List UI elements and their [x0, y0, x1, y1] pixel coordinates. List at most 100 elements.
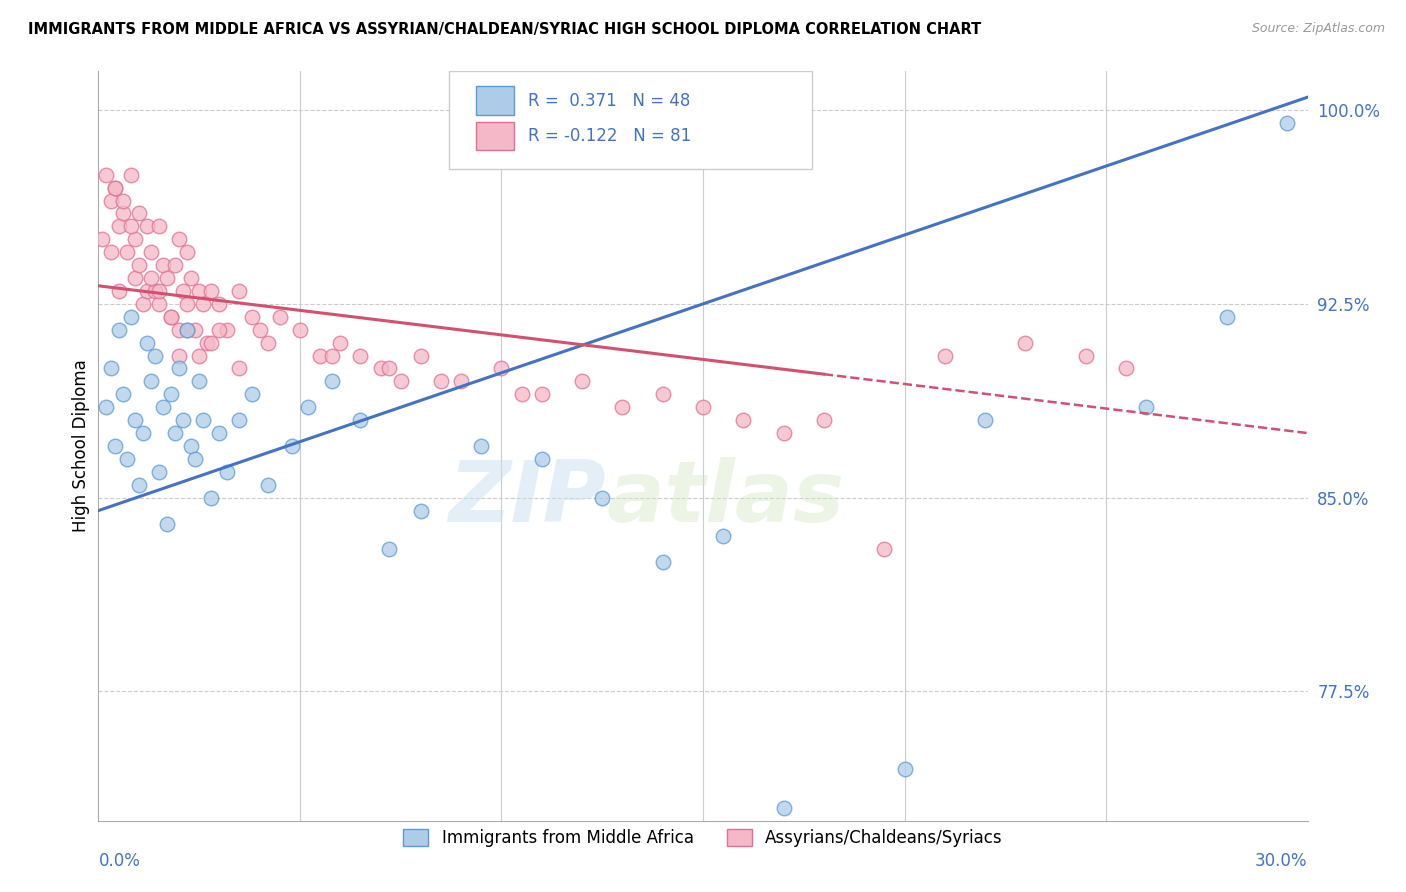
Point — [139, 271, 162, 285]
Point — [692, 401, 714, 415]
Point — [349, 349, 371, 363]
Point — [115, 245, 138, 260]
Point — [651, 555, 673, 569]
Point — [321, 349, 343, 363]
Point — [733, 413, 755, 427]
Point — [128, 258, 150, 272]
Point — [571, 375, 593, 389]
Point — [188, 375, 211, 389]
Point — [281, 439, 304, 453]
Point — [167, 361, 190, 376]
Point — [103, 180, 125, 194]
FancyBboxPatch shape — [475, 87, 515, 115]
Point — [256, 335, 278, 350]
Point — [188, 284, 211, 298]
Point — [96, 401, 118, 415]
Point — [96, 168, 118, 182]
Point — [139, 245, 162, 260]
Point — [163, 426, 186, 441]
Point — [612, 401, 634, 415]
Point — [208, 297, 231, 311]
Point — [167, 232, 190, 246]
Text: IMMIGRANTS FROM MIDDLE AFRICA VS ASSYRIAN/CHALDEAN/SYRIAC HIGH SCHOOL DIPLOMA CO: IMMIGRANTS FROM MIDDLE AFRICA VS ASSYRIA… — [28, 22, 981, 37]
Point — [120, 310, 142, 324]
Point — [143, 284, 166, 298]
Point — [974, 413, 997, 427]
Point — [152, 401, 174, 415]
Point — [1115, 361, 1137, 376]
Point — [107, 219, 129, 234]
Point — [135, 219, 157, 234]
Point — [256, 477, 278, 491]
Point — [176, 323, 198, 337]
Point — [128, 206, 150, 220]
FancyBboxPatch shape — [449, 71, 811, 169]
Point — [115, 451, 138, 466]
Point — [111, 387, 134, 401]
Point — [772, 426, 794, 441]
Point — [389, 375, 412, 389]
Point — [470, 439, 492, 453]
Point — [176, 297, 198, 311]
Point — [530, 451, 553, 466]
FancyBboxPatch shape — [475, 121, 515, 150]
Point — [120, 219, 142, 234]
Point — [91, 232, 114, 246]
Point — [228, 284, 250, 298]
Point — [160, 310, 183, 324]
Point — [111, 194, 134, 208]
Point — [1135, 401, 1157, 415]
Point — [195, 335, 218, 350]
Point — [139, 375, 162, 389]
Point — [1277, 116, 1299, 130]
Point — [1014, 335, 1036, 350]
Text: ZIP: ZIP — [449, 457, 606, 540]
Point — [103, 180, 125, 194]
Point — [510, 387, 533, 401]
Point — [148, 465, 170, 479]
Point — [184, 323, 207, 337]
Y-axis label: High School Diploma: High School Diploma — [72, 359, 90, 533]
Point — [377, 361, 399, 376]
Point — [172, 284, 194, 298]
Point — [132, 297, 155, 311]
Point — [409, 349, 432, 363]
Point — [297, 401, 319, 415]
Point — [217, 323, 239, 337]
Point — [409, 503, 432, 517]
Point — [143, 349, 166, 363]
Point — [107, 284, 129, 298]
Text: 0.0%: 0.0% — [98, 852, 141, 870]
Point — [107, 323, 129, 337]
Point — [249, 323, 271, 337]
Text: R = -0.122   N = 81: R = -0.122 N = 81 — [527, 127, 690, 145]
Point — [184, 451, 207, 466]
Point — [228, 413, 250, 427]
Point — [651, 387, 673, 401]
Point — [167, 349, 190, 363]
Point — [163, 258, 186, 272]
Point — [450, 375, 472, 389]
Point — [1074, 349, 1097, 363]
Point — [111, 206, 134, 220]
Point — [193, 297, 215, 311]
Point — [288, 323, 311, 337]
Point — [208, 426, 231, 441]
Point — [240, 387, 263, 401]
Point — [217, 465, 239, 479]
Point — [100, 245, 122, 260]
Text: Source: ZipAtlas.com: Source: ZipAtlas.com — [1251, 22, 1385, 36]
Point — [200, 491, 222, 505]
Point — [772, 801, 794, 815]
Point — [160, 387, 183, 401]
Point — [176, 323, 198, 337]
Point — [120, 168, 142, 182]
Point — [152, 258, 174, 272]
Point — [160, 310, 183, 324]
Point — [132, 426, 155, 441]
Legend: Immigrants from Middle Africa, Assyrians/Chaldeans/Syriacs: Immigrants from Middle Africa, Assyrians… — [396, 822, 1010, 854]
Point — [491, 361, 513, 376]
Point — [148, 219, 170, 234]
Point — [349, 413, 371, 427]
Point — [240, 310, 263, 324]
